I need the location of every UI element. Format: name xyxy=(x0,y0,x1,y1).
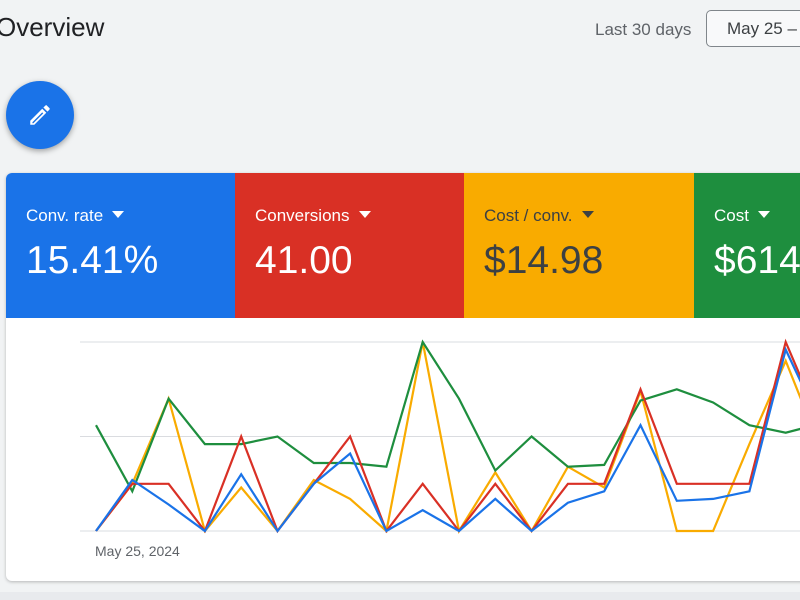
metric-value: 41.00 xyxy=(255,239,353,282)
metric-value: $614 xyxy=(714,239,800,282)
performance-card: Conv. rate 15.41% Conversions 41.00 Cost… xyxy=(6,173,800,581)
dropdown-arrow-icon xyxy=(358,211,371,219)
date-range-label: Last 30 days xyxy=(595,20,692,39)
series-line-cost[interactable] xyxy=(95,339,800,494)
metric-selector[interactable]: Conversions xyxy=(255,206,371,226)
metric-selector[interactable]: Conv. rate xyxy=(26,206,125,226)
metric-tile-conv-rate[interactable]: Conv. rate 15.41% xyxy=(6,173,235,318)
metric-label: Cost / conv. xyxy=(484,206,573,225)
metric-selector[interactable]: Cost xyxy=(714,206,770,226)
metric-tile-cost-per-conv[interactable]: Cost / conv. $14.98 xyxy=(464,173,694,318)
metric-tile-conversions[interactable]: Conversions 41.00 xyxy=(235,173,464,318)
page-title: Overview xyxy=(0,12,105,42)
metric-value: 15.41% xyxy=(26,239,159,282)
series-line-conv-rate[interactable] xyxy=(95,346,800,533)
edit-button[interactable] xyxy=(6,81,74,149)
metric-tiles: Conv. rate 15.41% Conversions 41.00 Cost… xyxy=(6,173,800,318)
dropdown-arrow-icon xyxy=(112,211,125,219)
next-section-edge xyxy=(0,592,800,600)
metric-value: $14.98 xyxy=(484,239,604,282)
pencil-icon xyxy=(30,105,50,125)
dropdown-arrow-icon xyxy=(757,211,770,219)
date-range-button[interactable]: May 25 – Jun 23, 2024 xyxy=(706,10,800,47)
chart-svg xyxy=(80,338,800,534)
metric-label: Conversions xyxy=(255,206,350,225)
dropdown-arrow-icon xyxy=(581,211,594,219)
line-chart[interactable]: May 25, 2024 xyxy=(6,318,800,581)
metric-label: Cost xyxy=(714,206,749,225)
metric-tile-cost[interactable]: Cost $614 xyxy=(694,173,800,318)
metric-label: Conv. rate xyxy=(26,206,104,225)
x-axis-start-label: May 25, 2024 xyxy=(95,543,180,559)
metric-selector[interactable]: Cost / conv. xyxy=(484,206,594,226)
